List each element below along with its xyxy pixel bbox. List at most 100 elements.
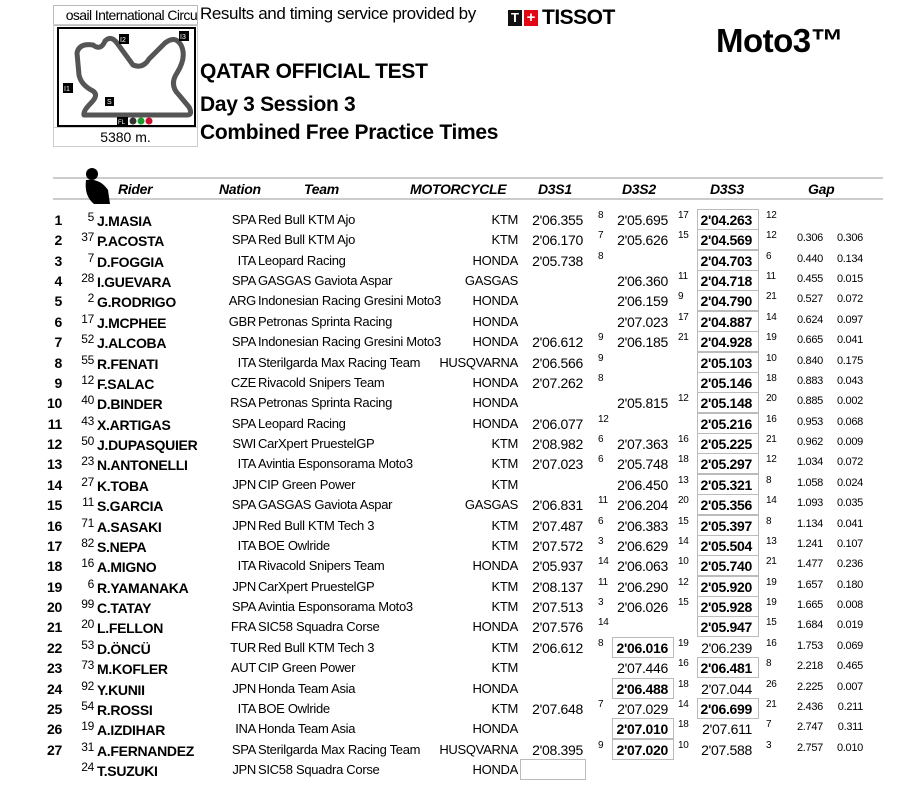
gap-first: 0.840 <box>796 354 823 367</box>
nation: SPA <box>231 232 256 248</box>
d3s1-lap: 11 <box>598 495 608 507</box>
rider-number: 99 <box>81 597 94 612</box>
gap-first: 0.440 <box>796 252 823 265</box>
table-row: 11 43 X.ARTIGAS SPA Leopard Racing HONDA 2'06.… <box>0 412 900 434</box>
col-gap: Gap <box>808 181 835 197</box>
d3s2-lap: 13 <box>678 474 689 486</box>
motorcycle: HONDA <box>472 313 519 329</box>
d3s2-time: 2'05.748 <box>617 456 668 473</box>
rider-name: A.FERNANDEZ <box>97 742 195 759</box>
d3s3-lap: 12 <box>766 210 777 221</box>
gap-first: 0.953 <box>796 415 823 428</box>
gap-first: 1.093 <box>796 497 823 510</box>
d3s3-time: 2'05.321 <box>700 476 752 493</box>
team: GASGAS Gaviota Aspar <box>258 497 393 513</box>
d3s3-lap: 21 <box>766 291 777 303</box>
rider-name: D.ÖNCÜ <box>97 640 151 657</box>
team: CIP Green Power <box>258 660 356 676</box>
rider-number: 54 <box>81 698 94 713</box>
d3s3-lap: 18 <box>766 372 777 384</box>
gap-first: 0.885 <box>796 395 823 408</box>
team: BOE Owlride <box>258 700 330 716</box>
d3s3-time: 2'04.928 <box>700 334 752 351</box>
circuit-length: 5380 m. <box>53 127 198 147</box>
d3s3-time: 2'05.920 <box>700 578 752 595</box>
motorcycle: KTM <box>491 517 518 533</box>
col-d3s2: D3S2 <box>622 181 656 197</box>
d3s1-time: 2'07.023 <box>532 456 583 473</box>
nation: TUR <box>230 639 256 655</box>
d3s1-time: 2'06.077 <box>532 415 583 432</box>
rider-name: D.BINDER <box>97 396 163 413</box>
gap-previous: 0.134 <box>836 252 863 265</box>
team: Avintia Esponsorama Moto3 <box>258 599 413 615</box>
gap-previous: 0.019 <box>836 619 863 632</box>
d3s2-time: 2'05.815 <box>617 395 668 412</box>
motorcycle: HONDA <box>472 415 519 431</box>
motorcycle: HONDA <box>472 761 519 777</box>
rider-name: T.SUZUKI <box>97 762 158 779</box>
rider-icon <box>85 168 110 204</box>
table-row: 9 12 F.SALAC CZE Rivacold Snipers Team HONDA 2… <box>0 371 900 393</box>
d3s2-lap: 17 <box>678 210 689 221</box>
d3s2-time: 2'07.446 <box>617 660 668 677</box>
motorcycle: KTM <box>491 436 518 452</box>
col-motorcycle: MOTORCYCLE <box>410 181 507 197</box>
d3s1-time: 2'08.395 <box>532 741 583 758</box>
gap-first: 1.477 <box>796 558 823 571</box>
col-rider: Rider <box>118 181 153 197</box>
nation: SPA <box>231 415 256 431</box>
nation: JPN <box>232 517 256 533</box>
gap-first: 1.241 <box>796 537 823 550</box>
position: 27 <box>47 741 62 758</box>
d3s3-time: 2'06.239 <box>701 639 752 656</box>
gap-first: 1.684 <box>796 619 823 632</box>
rider-name: Y.KUNII <box>97 681 145 698</box>
d3s3-time: 2'05.740 <box>700 558 752 575</box>
d3s1-lap: 8 <box>598 210 604 221</box>
gap-first: 2.747 <box>796 721 823 734</box>
header-divider-bottom <box>53 198 883 200</box>
rider-number: 19 <box>81 719 94 734</box>
nation: JPN <box>232 680 256 696</box>
d3s2-lap: 18 <box>678 678 689 690</box>
gap-previous: 0.024 <box>836 476 863 489</box>
table-row: 20 99 C.TATAY SPA Avintia Esponsorama Moto3 K… <box>0 596 900 618</box>
tissot-wordmark: TISSOT <box>542 6 615 29</box>
d3s3-time: 2'05.216 <box>700 415 752 432</box>
gap-first: 2.757 <box>796 741 823 754</box>
table-row: 5 2 G.RODRIGO ARG Indonesian Racing Gresini … <box>0 290 900 312</box>
d3s1-lap: 9 <box>598 352 604 364</box>
tissot-logo: T + TISSOT <box>508 6 615 29</box>
gap-previous: 0.072 <box>836 293 863 306</box>
rider-number: 16 <box>81 556 94 571</box>
motorcycle: KTM <box>491 232 518 248</box>
d3s2-time: 2'06.026 <box>617 599 668 616</box>
position: 14 <box>47 476 62 493</box>
rider-name: M.KOFLER <box>97 661 168 678</box>
motorcycle: KTM <box>491 578 518 594</box>
rider-number: 7 <box>87 250 95 265</box>
position: 8 <box>54 354 63 371</box>
team: Avintia Esponsorama Moto3 <box>258 456 413 472</box>
d3s1-time: 2'07.487 <box>532 517 583 534</box>
nation: ITA <box>237 354 257 370</box>
nation: ARG <box>228 293 257 309</box>
position: 23 <box>47 660 62 677</box>
d3s2-time: 2'07.010 <box>616 721 668 738</box>
d3s3-time: 2'05.225 <box>700 436 752 453</box>
table-row: 14 27 K.TOBA JPN CIP Green Power KTM 2'06.450 1… <box>0 473 900 495</box>
nation: SPA <box>231 741 256 757</box>
rider-number: 28 <box>81 271 94 286</box>
team: Sterilgarda Max Racing Team <box>258 741 421 757</box>
gap-previous: 0.002 <box>836 395 863 408</box>
d3s1-lap: 12 <box>598 413 609 425</box>
d3s1-time: 2'06.831 <box>532 497 583 514</box>
nation: SPA <box>231 334 256 350</box>
d3s3-lap: 15 <box>766 617 777 629</box>
d3s2-time: 2'07.363 <box>617 436 668 453</box>
d3s3-time: 2'04.718 <box>700 273 752 290</box>
d3s1-lap: 8 <box>598 637 604 649</box>
rider-number: 37 <box>81 230 94 245</box>
map-label-i1: I1 <box>64 86 70 93</box>
